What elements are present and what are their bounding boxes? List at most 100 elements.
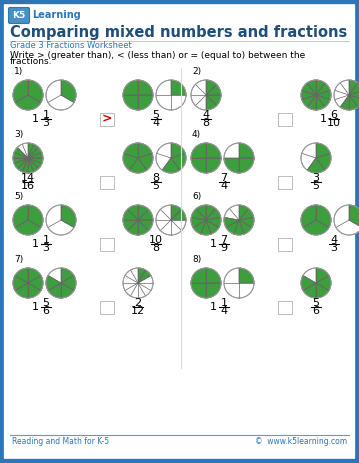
Circle shape <box>46 205 76 235</box>
Wedge shape <box>138 95 153 110</box>
Wedge shape <box>349 95 358 110</box>
Text: 14: 14 <box>21 173 35 183</box>
Text: 2): 2) <box>192 67 201 76</box>
Wedge shape <box>239 158 254 173</box>
Wedge shape <box>138 209 153 220</box>
Text: 10: 10 <box>149 235 163 245</box>
FancyBboxPatch shape <box>100 175 114 188</box>
Wedge shape <box>316 205 331 227</box>
Wedge shape <box>316 268 329 283</box>
Circle shape <box>224 268 254 298</box>
Wedge shape <box>123 95 138 110</box>
Wedge shape <box>349 83 359 95</box>
Circle shape <box>301 80 331 110</box>
Wedge shape <box>123 209 138 220</box>
Wedge shape <box>28 152 43 158</box>
Wedge shape <box>206 84 221 95</box>
Wedge shape <box>13 80 28 102</box>
Wedge shape <box>303 283 316 298</box>
Circle shape <box>46 80 76 110</box>
Wedge shape <box>191 268 206 283</box>
Text: 1: 1 <box>210 302 217 312</box>
Text: 8: 8 <box>153 243 159 253</box>
Text: 2: 2 <box>134 298 141 308</box>
Wedge shape <box>316 275 331 290</box>
Wedge shape <box>224 218 239 227</box>
Wedge shape <box>28 143 34 158</box>
Wedge shape <box>171 143 185 158</box>
Wedge shape <box>226 220 239 234</box>
Text: 1: 1 <box>210 239 217 249</box>
Wedge shape <box>239 268 254 283</box>
Text: 8): 8) <box>192 255 201 264</box>
Wedge shape <box>191 218 206 227</box>
FancyBboxPatch shape <box>100 238 114 250</box>
Wedge shape <box>123 153 138 170</box>
Text: 5: 5 <box>312 181 320 191</box>
Wedge shape <box>191 158 206 173</box>
Text: Comparing mixed numbers and fractions: Comparing mixed numbers and fractions <box>10 25 347 40</box>
Wedge shape <box>316 95 325 110</box>
Text: 5: 5 <box>153 181 159 191</box>
Wedge shape <box>349 80 358 95</box>
Wedge shape <box>302 95 316 107</box>
Circle shape <box>123 143 153 173</box>
Circle shape <box>224 143 254 173</box>
Circle shape <box>156 205 186 235</box>
Wedge shape <box>127 220 138 235</box>
Wedge shape <box>316 90 331 100</box>
Wedge shape <box>316 95 330 107</box>
Wedge shape <box>15 95 41 110</box>
Text: 7: 7 <box>220 235 228 245</box>
Text: 1: 1 <box>320 114 327 124</box>
Wedge shape <box>14 147 28 158</box>
Circle shape <box>224 205 254 235</box>
Circle shape <box>13 205 43 235</box>
Text: 1: 1 <box>32 302 39 312</box>
Wedge shape <box>28 80 43 102</box>
Text: 1: 1 <box>42 110 50 120</box>
Text: 7): 7) <box>14 255 23 264</box>
FancyBboxPatch shape <box>9 7 29 24</box>
Text: 3): 3) <box>14 130 23 139</box>
Wedge shape <box>171 209 186 220</box>
Text: 3: 3 <box>312 173 320 183</box>
Wedge shape <box>13 275 28 290</box>
Wedge shape <box>138 268 145 283</box>
Wedge shape <box>28 283 41 298</box>
Wedge shape <box>124 143 138 158</box>
Text: 1: 1 <box>32 239 39 249</box>
Wedge shape <box>206 143 221 158</box>
Text: 6: 6 <box>312 306 320 316</box>
Wedge shape <box>234 220 244 235</box>
Wedge shape <box>46 275 61 290</box>
Wedge shape <box>191 208 206 220</box>
Wedge shape <box>138 205 149 220</box>
Wedge shape <box>239 205 249 220</box>
Text: 8: 8 <box>202 118 210 128</box>
Wedge shape <box>206 208 221 220</box>
Wedge shape <box>349 90 359 100</box>
Text: 4: 4 <box>330 235 337 245</box>
Wedge shape <box>206 220 219 234</box>
Text: 5): 5) <box>14 192 23 201</box>
Wedge shape <box>162 158 180 173</box>
Circle shape <box>191 268 221 298</box>
Circle shape <box>301 268 331 298</box>
Text: 4: 4 <box>220 306 228 316</box>
Text: >: > <box>102 113 112 125</box>
Text: 4): 4) <box>192 130 201 139</box>
Wedge shape <box>239 143 254 158</box>
Wedge shape <box>303 220 329 235</box>
Circle shape <box>13 268 43 298</box>
Wedge shape <box>349 205 359 227</box>
Wedge shape <box>28 268 41 283</box>
Wedge shape <box>171 153 186 170</box>
Text: 1: 1 <box>32 114 39 124</box>
FancyBboxPatch shape <box>278 113 292 125</box>
Wedge shape <box>28 147 42 158</box>
Wedge shape <box>171 80 186 95</box>
Wedge shape <box>138 80 153 95</box>
Text: 12: 12 <box>131 306 145 316</box>
Text: Write > (greater than), < (less than) or = (equal to) between the: Write > (greater than), < (less than) or… <box>10 50 305 60</box>
